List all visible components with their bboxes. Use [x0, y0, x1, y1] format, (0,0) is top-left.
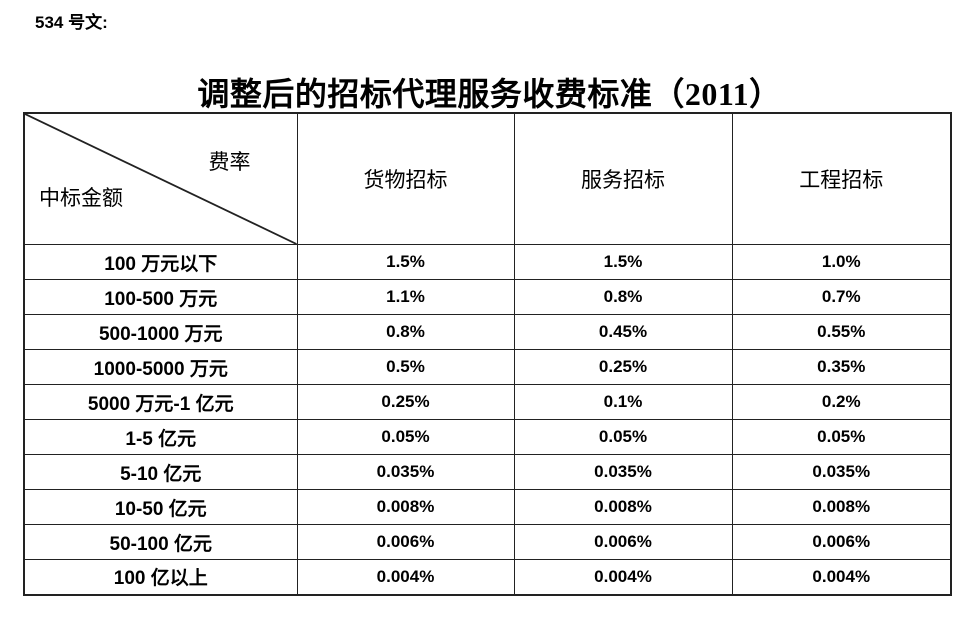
diagonal-corner-cell: 费率 中标金额: [23, 112, 298, 245]
column-header-services: 服务招标: [513, 112, 733, 245]
table-row: 1000-5000 万元 0.5% 0.25% 0.35%: [23, 349, 952, 385]
rate-value: 0.004%: [296, 559, 515, 595]
rate-value: 0.008%: [731, 489, 952, 525]
rate-value: 0.25%: [513, 349, 733, 385]
table-row: 100-500 万元 1.1% 0.8% 0.7%: [23, 279, 952, 315]
rate-value: 0.05%: [296, 419, 515, 455]
rate-value: 0.05%: [513, 419, 733, 455]
amount-range-label: 100 亿以上: [23, 559, 298, 595]
rate-value: 0.45%: [513, 314, 733, 350]
table-row: 5000 万元-1 亿元 0.25% 0.1% 0.2%: [23, 384, 952, 420]
amount-range-label: 50-100 亿元: [23, 524, 298, 560]
rate-value: 0.006%: [731, 524, 952, 560]
rate-value: 0.8%: [513, 279, 733, 315]
rate-value: 1.5%: [296, 244, 515, 280]
rate-value: 1.0%: [731, 244, 952, 280]
fee-rate-table: 费率 中标金额 货物招标 服务招标 工程招标 100 万元以下 1.5% 1.5% 1…: [23, 112, 952, 596]
diagonal-line-icon: [25, 114, 297, 244]
amount-range-label: 10-50 亿元: [23, 489, 298, 525]
column-header-goods: 货物招标: [296, 112, 515, 245]
table-row: 5-10 亿元 0.035% 0.035% 0.035%: [23, 454, 952, 490]
corner-label-amount: 中标金额: [39, 186, 123, 210]
rate-value: 0.8%: [296, 314, 515, 350]
amount-range-label: 500-1000 万元: [23, 314, 298, 350]
amount-range-label: 5-10 亿元: [23, 454, 298, 490]
rate-value: 1.5%: [513, 244, 733, 280]
rate-value: 0.035%: [513, 454, 733, 490]
rate-value: 0.5%: [296, 349, 515, 385]
rate-value: 0.006%: [296, 524, 515, 560]
amount-range-label: 100-500 万元: [23, 279, 298, 315]
rate-value: 1.1%: [296, 279, 515, 315]
rate-value: 0.2%: [731, 384, 952, 420]
rate-value: 0.008%: [513, 489, 733, 525]
table-row: 50-100 亿元 0.006% 0.006% 0.006%: [23, 524, 952, 560]
rate-value: 0.55%: [731, 314, 952, 350]
table-row: 100 亿以上 0.004% 0.004% 0.004%: [23, 559, 952, 595]
amount-range-label: 1-5 亿元: [23, 419, 298, 455]
fee-table-body: 100 万元以下 1.5% 1.5% 1.0% 100-500 万元 1.1% 0.8% 0.…: [23, 244, 952, 595]
column-header-engineering: 工程招标: [731, 112, 952, 245]
amount-range-label: 5000 万元-1 亿元: [23, 384, 298, 420]
table-row: 500-1000 万元 0.8% 0.45% 0.55%: [23, 314, 952, 350]
rate-value: 0.1%: [513, 384, 733, 420]
rate-value: 0.25%: [296, 384, 515, 420]
rate-value: 0.035%: [731, 454, 952, 490]
rate-value: 0.006%: [513, 524, 733, 560]
table-row: 1-5 亿元 0.05% 0.05% 0.05%: [23, 419, 952, 455]
rate-value: 0.05%: [731, 419, 952, 455]
page-title: 调整后的招标代理服务收费标准（2011）: [197, 76, 782, 113]
amount-range-label: 100 万元以下: [23, 244, 298, 280]
document-number-label: 534 号文:: [35, 13, 108, 32]
table-row: 100 万元以下 1.5% 1.5% 1.0%: [23, 244, 952, 280]
rate-value: 0.7%: [731, 279, 952, 315]
header-row: 费率 中标金额 货物招标 服务招标 工程招标: [23, 112, 952, 245]
rate-value: 0.008%: [296, 489, 515, 525]
rate-value: 0.035%: [296, 454, 515, 490]
amount-range-label: 1000-5000 万元: [23, 349, 298, 385]
rate-value: 0.004%: [731, 559, 952, 595]
corner-label-rate: 费率: [208, 150, 251, 174]
table-row: 10-50 亿元 0.008% 0.008% 0.008%: [23, 489, 952, 525]
rate-value: 0.004%: [513, 559, 733, 595]
rate-value: 0.35%: [731, 349, 952, 385]
